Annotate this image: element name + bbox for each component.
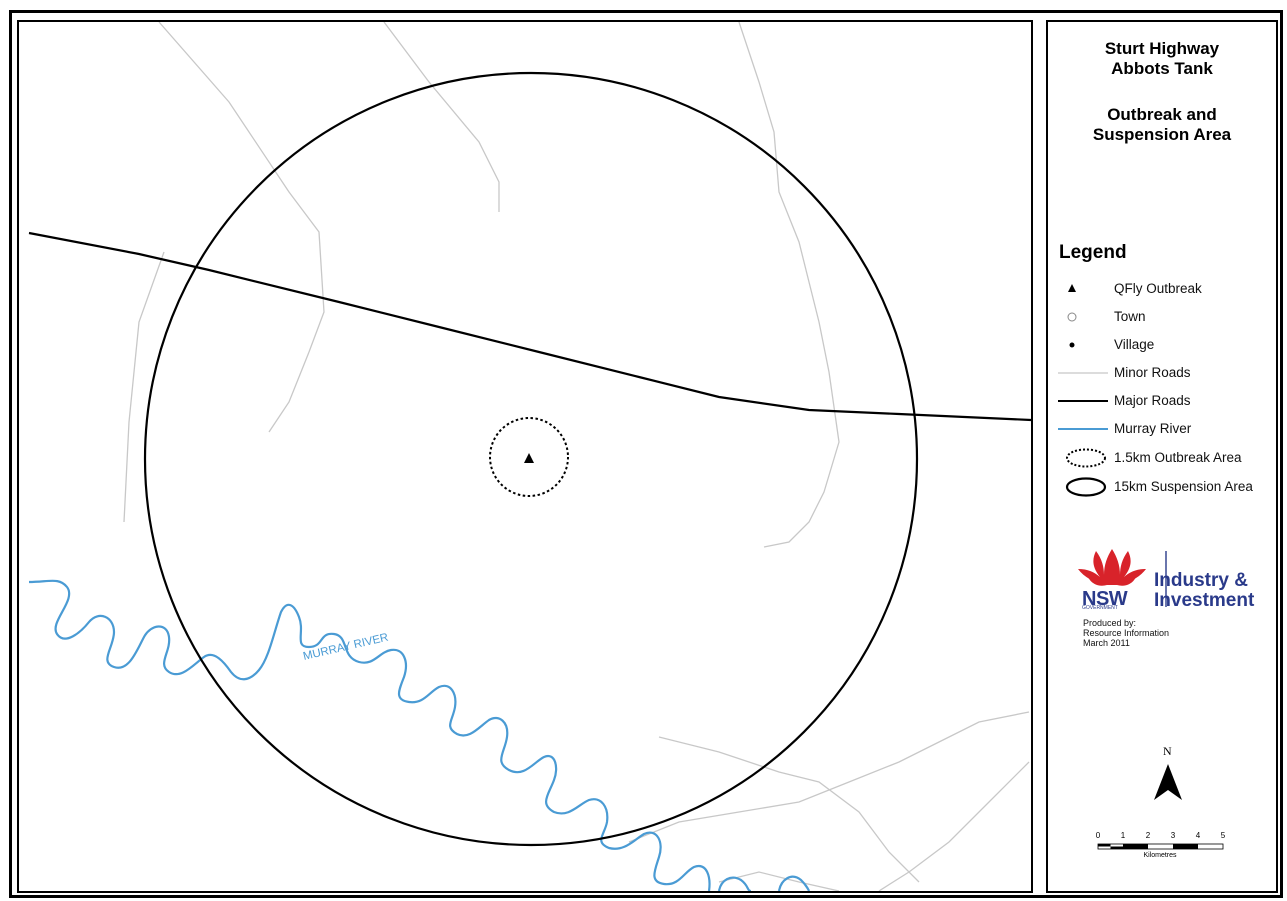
suspension-area-circle (143, 71, 919, 847)
map-title-line3: Outbreak and (1107, 105, 1217, 124)
hollow-circle-icon (1067, 312, 1077, 322)
outbreak-area-circle (489, 417, 569, 497)
minor-road (878, 761, 1030, 891)
scale-tick-label: 2 (1146, 831, 1151, 840)
major-road-line-icon (1058, 400, 1108, 402)
legend-label: Village (1114, 337, 1155, 352)
minor-road (738, 22, 840, 548)
minor-road-line-icon (1058, 372, 1108, 374)
minor-road (268, 351, 310, 433)
map-title-line1: Sturt Highway (1104, 39, 1220, 58)
produced-by-line3: March 2011 (1083, 638, 1130, 648)
legend-label: Town (1114, 309, 1146, 324)
scale-tick-label: 1 (1121, 831, 1126, 840)
legend-item-outbreak-area: 1.5km Outbreak Area (1056, 447, 1278, 469)
nsw-logo-text: NSW (1082, 588, 1128, 610)
legend-label: Murray River (1114, 421, 1192, 436)
dot-icon (1069, 342, 1075, 348)
legend-label: 1.5km Outbreak Area (1114, 450, 1242, 465)
map-title-line2: Abbots Tank (1111, 59, 1213, 78)
produced-by-line1: Produced by: (1083, 618, 1137, 628)
minor-road (628, 711, 1030, 843)
north-label: N (1163, 744, 1172, 758)
industry-logo-text: Industry & (1154, 570, 1248, 591)
legend-item-suspension-area: 15km Suspension Area (1056, 476, 1278, 498)
legend-label: QFly Outbreak (1114, 281, 1202, 296)
legend-item-major-roads: Major Roads (1056, 390, 1278, 412)
scale-tick-label: 4 (1196, 831, 1201, 840)
government-logo-text: GOVERNMENT (1082, 605, 1118, 611)
legend-label: Major Roads (1114, 393, 1191, 408)
minor-roads (123, 22, 1030, 891)
legend-label: Minor Roads (1114, 365, 1191, 380)
minor-road (658, 736, 920, 883)
scale-bar: 0 1 2 3 4 5 Kilometres (1096, 831, 1226, 859)
scale-tick-label: 5 (1221, 831, 1226, 840)
legend-label: 15km Suspension Area (1114, 479, 1253, 494)
scale-tick-label: 0 (1096, 831, 1101, 840)
map-canvas: MURRAY RIVER (28, 22, 1031, 891)
minor-road (718, 871, 840, 891)
triangle-icon (1068, 284, 1076, 292)
scale-unit-label: Kilometres (1143, 852, 1177, 859)
minor-road (158, 22, 325, 353)
legend-item-village: Village (1056, 334, 1278, 356)
solid-ellipse-icon (1065, 477, 1107, 497)
legend-heading: Legend (1059, 242, 1127, 263)
map-title-line4: Suspension Area (1092, 125, 1232, 144)
legend-item-qfly: QFly Outbreak (1056, 278, 1278, 300)
legend-item-minor-roads: Minor Roads (1056, 362, 1278, 384)
legend-panel: Sturt Highway Abbots Tank Outbreak and S… (1046, 20, 1278, 893)
north-arrow-icon (1154, 764, 1182, 800)
minor-road (383, 22, 500, 212)
major-road (28, 231, 1031, 422)
murray-river-lower (717, 875, 811, 891)
river-line-icon (1058, 428, 1108, 430)
legend-item-town: Town (1056, 306, 1278, 328)
qfly-outbreak-marker (524, 453, 534, 463)
legend-item-murray-river: Murray River (1056, 418, 1278, 440)
produced-by-line2: Resource Information (1083, 628, 1170, 638)
dotted-ellipse-icon (1066, 448, 1106, 468)
murray-river (28, 579, 711, 891)
nsw-waratah-logo (1078, 549, 1167, 607)
map-panel: MURRAY RIVER (17, 20, 1033, 893)
investment-logo-text: Investment (1154, 590, 1255, 611)
minor-road (123, 251, 165, 523)
scale-tick-label: 3 (1171, 831, 1176, 840)
